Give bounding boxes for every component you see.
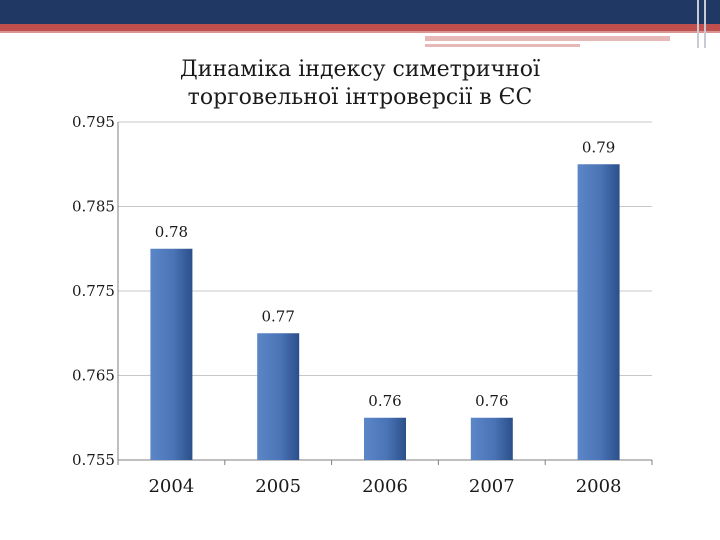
header-band — [0, 0, 720, 24]
y-tick-label: 0.755 — [72, 451, 115, 469]
bar — [364, 417, 406, 460]
header-accent-bar-short — [425, 44, 580, 47]
header-corner-lines — [697, 0, 699, 48]
y-tick-label: 0.775 — [72, 282, 115, 300]
header-thin-line — [0, 31, 720, 33]
chart-title-line-2: торговельної інтроверсії в ЄС — [187, 85, 533, 110]
x-tick-label: 2004 — [148, 476, 194, 497]
x-tick-label: 2006 — [362, 476, 408, 497]
data-label: 0.77 — [261, 307, 294, 325]
x-tick-label: 2007 — [469, 476, 515, 497]
y-tick-label: 0.765 — [72, 367, 115, 385]
header-accent-stripe — [0, 24, 720, 31]
x-tick-label: 2008 — [576, 476, 622, 497]
header-corner-lines-2 — [704, 0, 706, 48]
chart-title: Динаміка індексу симетричної торговельно… — [140, 56, 580, 112]
data-label: 0.78 — [155, 223, 188, 241]
data-label: 0.76 — [475, 392, 508, 410]
bar — [150, 248, 193, 460]
data-label: 0.79 — [582, 138, 615, 156]
x-tick-label: 2005 — [255, 476, 301, 497]
bar — [577, 164, 620, 460]
y-tick-label: 0.795 — [72, 113, 115, 131]
data-label: 0.76 — [368, 392, 401, 410]
bar — [470, 417, 513, 460]
header-accent-bar — [425, 36, 670, 41]
bar — [257, 333, 300, 460]
y-tick-label: 0.785 — [72, 198, 115, 216]
chart-title-line-1: Динаміка індексу симетричної — [179, 57, 541, 82]
